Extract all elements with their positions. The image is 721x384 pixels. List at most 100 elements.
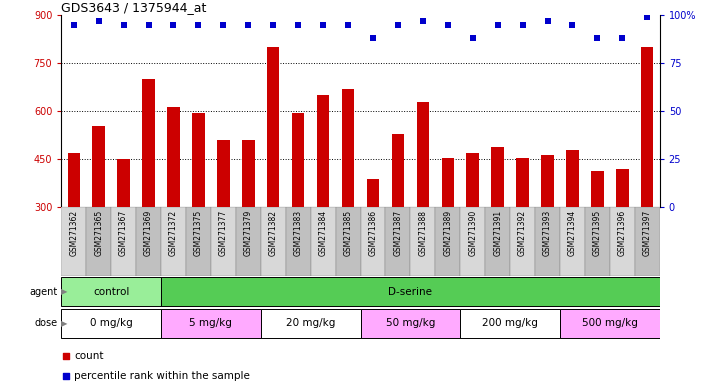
Point <box>317 22 329 28</box>
Bar <box>441 158 454 207</box>
Text: 20 mg/kg: 20 mg/kg <box>286 318 335 328</box>
Point <box>642 14 653 20</box>
Text: 0 mg/kg: 0 mg/kg <box>90 318 133 328</box>
Text: GSM271387: GSM271387 <box>394 210 402 256</box>
Point <box>616 35 628 41</box>
Bar <box>516 158 528 207</box>
Text: GSM271377: GSM271377 <box>219 210 228 257</box>
Point <box>398 62 410 68</box>
Bar <box>161 277 660 306</box>
Text: GSM271383: GSM271383 <box>293 210 303 256</box>
Point <box>517 22 528 28</box>
Point <box>267 22 279 28</box>
Bar <box>610 207 634 276</box>
Text: GSM271369: GSM271369 <box>144 210 153 257</box>
Bar <box>566 150 579 207</box>
Bar <box>142 79 155 207</box>
Text: control: control <box>93 286 129 296</box>
Point <box>398 246 410 252</box>
Point <box>367 35 379 41</box>
Point <box>342 22 354 28</box>
Bar <box>435 207 460 276</box>
Bar <box>641 47 653 207</box>
Point <box>143 22 154 28</box>
Bar <box>161 207 186 276</box>
Bar <box>61 207 87 276</box>
Bar <box>267 47 280 207</box>
Text: GSM271372: GSM271372 <box>169 210 178 256</box>
Bar <box>317 95 329 207</box>
Bar <box>261 309 360 338</box>
Point <box>293 22 304 28</box>
Bar <box>87 207 111 276</box>
Bar <box>634 207 660 276</box>
Text: GSM271391: GSM271391 <box>493 210 502 256</box>
Bar <box>460 309 560 338</box>
Bar <box>242 140 255 207</box>
Text: 50 mg/kg: 50 mg/kg <box>386 318 435 328</box>
Bar <box>367 179 379 207</box>
Bar <box>535 207 560 276</box>
Text: GSM271365: GSM271365 <box>94 210 103 257</box>
Bar <box>392 134 404 207</box>
Bar <box>560 309 660 338</box>
Bar <box>360 309 460 338</box>
Bar <box>61 277 161 306</box>
Text: GSM271397: GSM271397 <box>642 210 652 257</box>
Text: GSM271362: GSM271362 <box>69 210 79 256</box>
Text: GSM271385: GSM271385 <box>343 210 353 256</box>
Bar <box>92 126 105 207</box>
Bar <box>311 207 335 276</box>
Text: count: count <box>74 351 104 361</box>
Point <box>467 35 479 41</box>
Text: ▶: ▶ <box>61 287 67 296</box>
Text: 500 mg/kg: 500 mg/kg <box>582 318 638 328</box>
Bar <box>286 207 311 276</box>
Text: GDS3643 / 1375944_at: GDS3643 / 1375944_at <box>61 1 207 14</box>
Bar <box>591 170 603 207</box>
Text: GSM271379: GSM271379 <box>244 210 253 257</box>
Bar <box>261 207 286 276</box>
Bar <box>186 207 211 276</box>
Bar <box>492 147 504 207</box>
Text: GSM271392: GSM271392 <box>518 210 527 256</box>
Text: GSM271394: GSM271394 <box>568 210 577 257</box>
Bar <box>193 113 205 207</box>
Bar <box>485 207 510 276</box>
Point <box>168 22 180 28</box>
Bar <box>417 102 429 207</box>
Text: GSM271382: GSM271382 <box>269 210 278 256</box>
Text: 5 mg/kg: 5 mg/kg <box>190 318 232 328</box>
Bar <box>292 113 304 207</box>
Text: GSM271395: GSM271395 <box>593 210 602 257</box>
Point <box>93 18 105 24</box>
Text: 200 mg/kg: 200 mg/kg <box>482 318 538 328</box>
Bar <box>342 89 354 207</box>
Text: dose: dose <box>35 318 58 328</box>
Bar <box>541 155 554 207</box>
Text: GSM271384: GSM271384 <box>319 210 327 256</box>
Point <box>592 35 603 41</box>
Bar <box>211 207 236 276</box>
Bar <box>136 207 161 276</box>
Text: GSM271389: GSM271389 <box>443 210 452 256</box>
Point <box>193 22 204 28</box>
Bar <box>335 207 360 276</box>
Point <box>567 22 578 28</box>
Text: GSM271386: GSM271386 <box>368 210 378 256</box>
Text: D-serine: D-serine <box>389 286 433 296</box>
Bar <box>61 309 161 338</box>
Text: ▶: ▶ <box>61 319 67 328</box>
Text: GSM271393: GSM271393 <box>543 210 552 257</box>
Point <box>541 18 553 24</box>
Bar <box>560 207 585 276</box>
Bar <box>360 207 386 276</box>
Bar <box>161 309 261 338</box>
Text: percentile rank within the sample: percentile rank within the sample <box>74 371 250 381</box>
Bar <box>386 207 410 276</box>
Bar <box>217 140 229 207</box>
Text: GSM271388: GSM271388 <box>418 210 428 256</box>
Point <box>218 22 229 28</box>
Bar <box>510 207 535 276</box>
Bar <box>616 169 629 207</box>
